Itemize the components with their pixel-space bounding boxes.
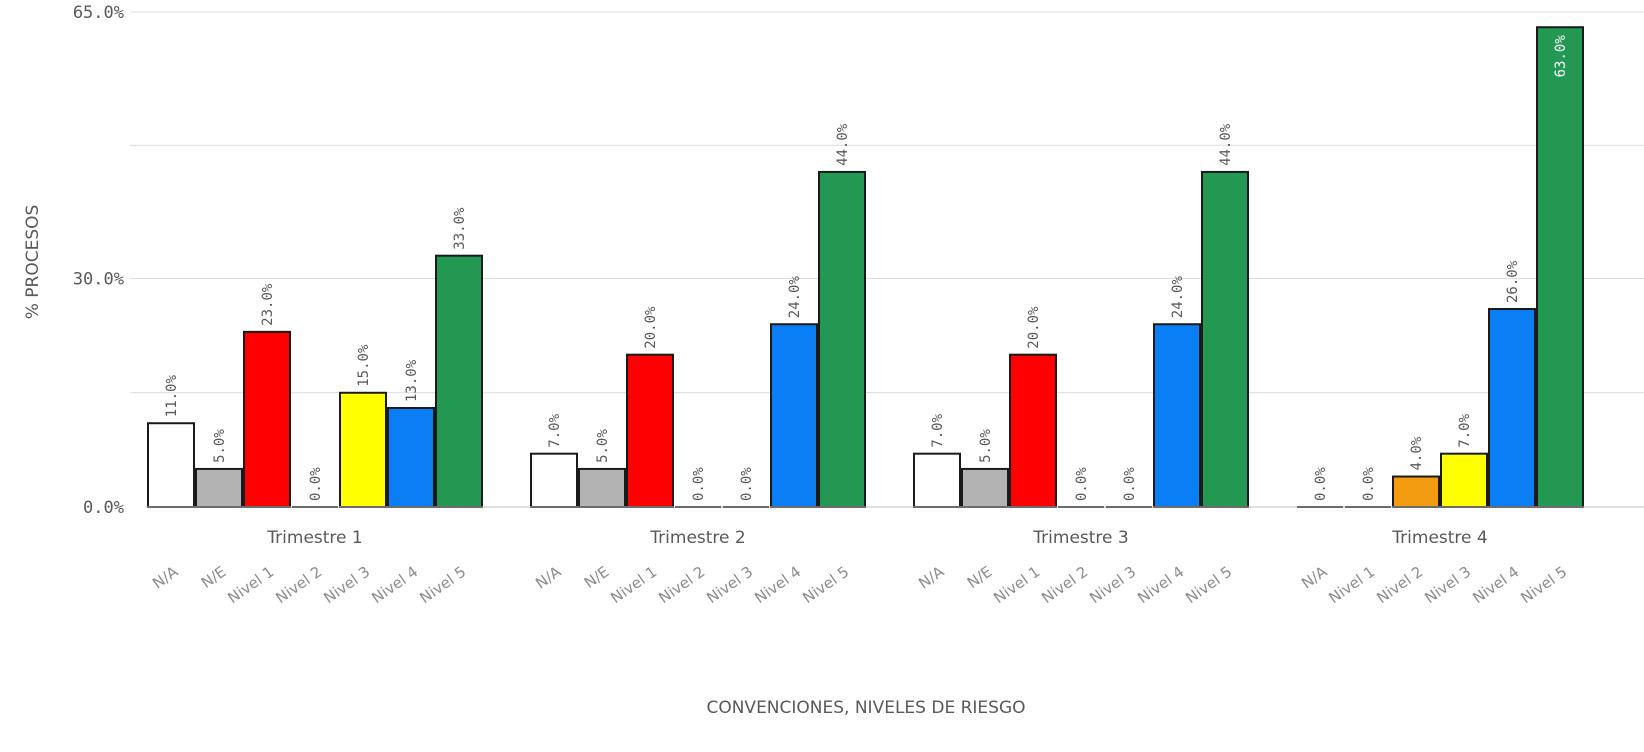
bar[interactable] — [1488, 308, 1536, 508]
bar[interactable] — [1201, 170, 1249, 509]
category-label: Nivel 5 — [1517, 563, 1570, 608]
category-label: Nivel 2 — [272, 563, 325, 608]
x-axis-title: CONVENCIONES, NIVELES DE RIESGO — [706, 698, 1025, 718]
category-label: Nivel 2 — [1038, 563, 1091, 608]
y-axis-ticks: 0.0% 30.0% 65.0% — [73, 3, 124, 518]
value-labels: 11.0% 5.0% 23.0% 0.0% 15.0% 13.0% 33.0% 7.0% 5.0… — [164, 35, 1569, 501]
value-label: 11.0% — [164, 375, 180, 418]
group-label: Trimestre 3 — [1032, 528, 1128, 548]
value-label: 7.0% — [547, 413, 563, 447]
category-label: Nivel 2 — [655, 563, 708, 608]
category-label: Nivel 4 — [751, 563, 804, 608]
bars — [147, 26, 1584, 509]
group-label: Trimestre 2 — [649, 528, 745, 548]
category-label: N/A — [532, 562, 565, 592]
value-label: 4.0% — [1409, 436, 1425, 470]
category-label: Nivel 1 — [1325, 563, 1378, 608]
y-tick-label: 30.0% — [73, 270, 124, 290]
category-label: Nivel 1 — [607, 563, 660, 608]
category-label: Nivel 5 — [1182, 563, 1235, 608]
value-label: 44.0% — [1218, 123, 1234, 166]
gridlines — [130, 11, 1644, 394]
category-label: Nivel 4 — [1134, 563, 1187, 608]
category-label: N/E — [964, 563, 995, 593]
bar[interactable] — [1153, 323, 1201, 508]
category-label: Nivel 1 — [990, 563, 1043, 608]
category-label: Nivel 4 — [1469, 563, 1522, 608]
bar[interactable] — [195, 467, 243, 508]
category-label: Nivel 1 — [224, 563, 277, 608]
bar[interactable] — [243, 330, 291, 508]
bar[interactable] — [1536, 26, 1584, 508]
value-label: 7.0% — [1457, 413, 1473, 447]
category-label: Nivel 3 — [1086, 563, 1139, 608]
value-label: 20.0% — [1026, 306, 1042, 349]
value-label: 0.0% — [739, 467, 755, 501]
bar[interactable] — [530, 452, 578, 509]
category-label: Nivel 2 — [1373, 563, 1426, 608]
value-label: 0.0% — [1122, 467, 1138, 501]
value-label: 63.0% — [1553, 35, 1569, 78]
value-label: 44.0% — [835, 123, 851, 166]
bar[interactable] — [961, 467, 1009, 508]
bar[interactable] — [387, 407, 435, 508]
value-label: 20.0% — [643, 306, 659, 349]
category-label: Nivel 3 — [703, 563, 756, 608]
value-label: 5.0% — [212, 429, 228, 463]
bar[interactable] — [578, 467, 626, 508]
category-label: Nivel 5 — [416, 563, 469, 608]
bar[interactable] — [1440, 452, 1488, 509]
y-tick-label: 65.0% — [73, 3, 124, 23]
value-label: 0.0% — [308, 467, 324, 501]
value-label: 15.0% — [356, 344, 372, 387]
y-axis-title: % PROCESOS — [23, 205, 43, 320]
value-label: 5.0% — [595, 429, 611, 463]
category-label: N/A — [915, 562, 948, 592]
value-label: 0.0% — [1074, 467, 1090, 501]
category-label: N/E — [581, 563, 612, 593]
group-label: Trimestre 1 — [266, 528, 362, 548]
category-label: Nivel 4 — [368, 563, 421, 608]
bar[interactable] — [435, 254, 483, 508]
value-label: 24.0% — [1170, 276, 1186, 319]
bar[interactable] — [1009, 353, 1057, 509]
category-label: Nivel 3 — [1421, 563, 1474, 608]
bar[interactable] — [818, 170, 866, 509]
value-label: 0.0% — [1313, 467, 1329, 501]
category-label: N/A — [149, 562, 182, 592]
value-label: 7.0% — [930, 413, 946, 447]
bar[interactable] — [626, 353, 674, 509]
bar[interactable] — [770, 323, 818, 508]
value-label: 33.0% — [452, 207, 468, 250]
category-label: Nivel 3 — [320, 563, 373, 608]
value-label: 0.0% — [1361, 467, 1377, 501]
y-tick-label: 0.0% — [83, 498, 124, 518]
value-label: 13.0% — [404, 359, 420, 402]
category-label: N/A — [1298, 562, 1331, 592]
value-label: 26.0% — [1505, 260, 1521, 303]
value-label: 23.0% — [260, 283, 276, 326]
group-label: Trimestre 4 — [1391, 528, 1487, 548]
bar[interactable] — [913, 452, 961, 509]
value-label: 5.0% — [978, 429, 994, 463]
bar[interactable] — [1392, 475, 1440, 508]
bar[interactable] — [147, 422, 195, 509]
bar[interactable] — [339, 391, 387, 508]
category-label: Nivel 5 — [799, 563, 852, 608]
value-label: 0.0% — [691, 467, 707, 501]
value-label: 24.0% — [787, 276, 803, 319]
category-label: N/E — [198, 563, 229, 593]
